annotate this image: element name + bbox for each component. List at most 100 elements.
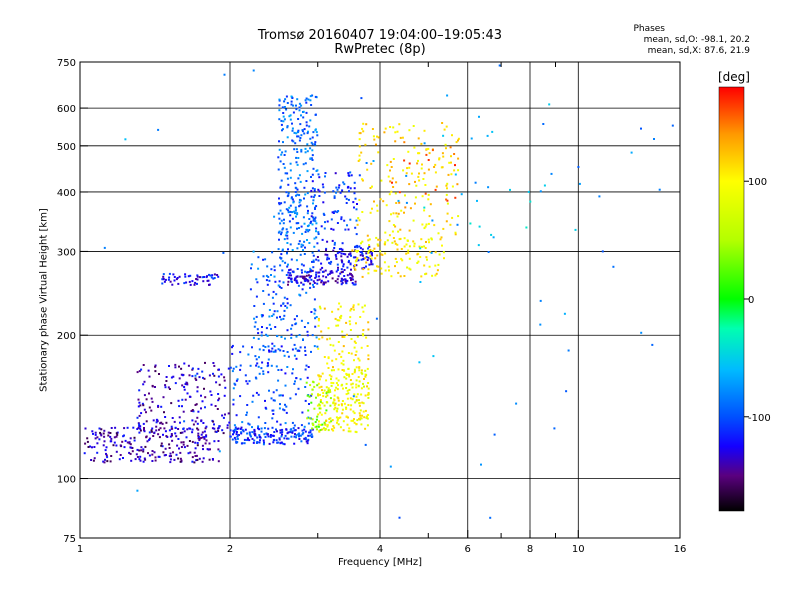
echo-point xyxy=(290,274,292,277)
echo-point xyxy=(109,440,112,443)
echo-point xyxy=(300,150,303,153)
echo-point xyxy=(197,428,200,431)
echo-point xyxy=(304,399,307,402)
echo-point xyxy=(355,322,357,325)
echo-point xyxy=(138,425,141,428)
echo-point xyxy=(317,423,320,426)
echo-point xyxy=(272,391,275,394)
echo-point xyxy=(217,427,220,430)
echo-point xyxy=(329,404,332,407)
echo-point xyxy=(168,455,171,458)
echo-point xyxy=(437,232,440,235)
echo-point xyxy=(314,220,317,223)
echo-point xyxy=(280,119,283,122)
echo-point xyxy=(282,163,285,165)
echo-point xyxy=(136,456,139,458)
echo-point xyxy=(311,187,314,190)
echo-point xyxy=(331,310,334,313)
echo-point xyxy=(454,196,457,199)
echo-point xyxy=(282,222,285,225)
echo-point xyxy=(140,449,143,452)
echo-point xyxy=(353,266,356,269)
echo-point xyxy=(216,408,219,410)
echo-point xyxy=(281,151,284,154)
echo-point xyxy=(325,395,327,398)
echo-point xyxy=(239,395,242,398)
echo-point xyxy=(286,125,289,128)
echo-point xyxy=(295,132,298,135)
echo-point xyxy=(324,175,326,178)
echo-point xyxy=(406,167,409,170)
y-tick-label: 100 xyxy=(57,475,76,486)
echo-point xyxy=(434,171,437,174)
echo-point xyxy=(326,256,329,259)
echo-point xyxy=(553,427,556,430)
echo-point xyxy=(256,362,259,365)
echo-point xyxy=(99,433,102,436)
echo-point xyxy=(305,124,308,127)
echo-point xyxy=(364,375,367,378)
echo-point xyxy=(232,403,235,406)
echo-point xyxy=(304,386,307,388)
echo-point xyxy=(273,265,276,268)
echo-point xyxy=(438,158,441,161)
echo-point xyxy=(361,248,364,251)
echo-point xyxy=(305,381,308,384)
echo-point xyxy=(143,430,146,433)
echo-point xyxy=(316,384,319,387)
echo-point xyxy=(368,251,371,254)
echo-point xyxy=(256,436,259,439)
echo-point xyxy=(388,193,391,196)
echo-point xyxy=(341,408,344,411)
echo-point xyxy=(102,432,105,435)
echo-point xyxy=(347,185,350,188)
echo-point xyxy=(148,437,151,440)
echo-point xyxy=(305,111,308,114)
echo-point xyxy=(365,415,368,418)
echo-point xyxy=(311,388,314,391)
echo-point xyxy=(96,442,99,445)
echo-point xyxy=(327,429,330,432)
echo-point xyxy=(310,401,313,404)
echo-point xyxy=(281,431,284,434)
echo-point xyxy=(296,151,299,153)
echo-point xyxy=(164,454,167,456)
echo-point xyxy=(298,194,301,197)
echo-point xyxy=(288,269,291,272)
echo-point xyxy=(330,420,333,423)
echo-point xyxy=(143,427,145,429)
echo-point xyxy=(250,263,253,266)
echo-point xyxy=(449,146,452,149)
echo-point xyxy=(651,343,654,346)
echo-point xyxy=(323,307,326,310)
echo-point xyxy=(172,273,175,276)
echo-point xyxy=(148,438,151,441)
echo-point xyxy=(292,368,294,371)
echo-point xyxy=(83,452,86,455)
echo-point xyxy=(158,436,161,439)
echo-point xyxy=(325,420,328,422)
echo-point xyxy=(169,452,172,455)
echo-point xyxy=(341,270,344,273)
echo-point xyxy=(356,335,359,338)
echo-point xyxy=(218,397,221,400)
echo-point xyxy=(109,460,112,463)
echo-point xyxy=(361,127,364,130)
echo-point xyxy=(129,443,132,446)
echo-point xyxy=(357,160,360,162)
echo-point xyxy=(248,380,251,383)
echo-point xyxy=(565,390,568,393)
echo-point xyxy=(314,317,317,320)
echo-point xyxy=(124,439,127,442)
echo-point xyxy=(281,260,284,263)
echo-point xyxy=(359,414,362,417)
x-tick-label: 6 xyxy=(465,544,471,555)
echo-point xyxy=(255,377,258,380)
echo-point xyxy=(306,205,309,208)
echo-point xyxy=(367,396,370,399)
echo-point xyxy=(394,140,397,143)
echo-point xyxy=(295,108,298,111)
echo-point xyxy=(286,329,289,332)
echo-point xyxy=(214,430,217,433)
y-tick-label: 400 xyxy=(57,188,76,199)
